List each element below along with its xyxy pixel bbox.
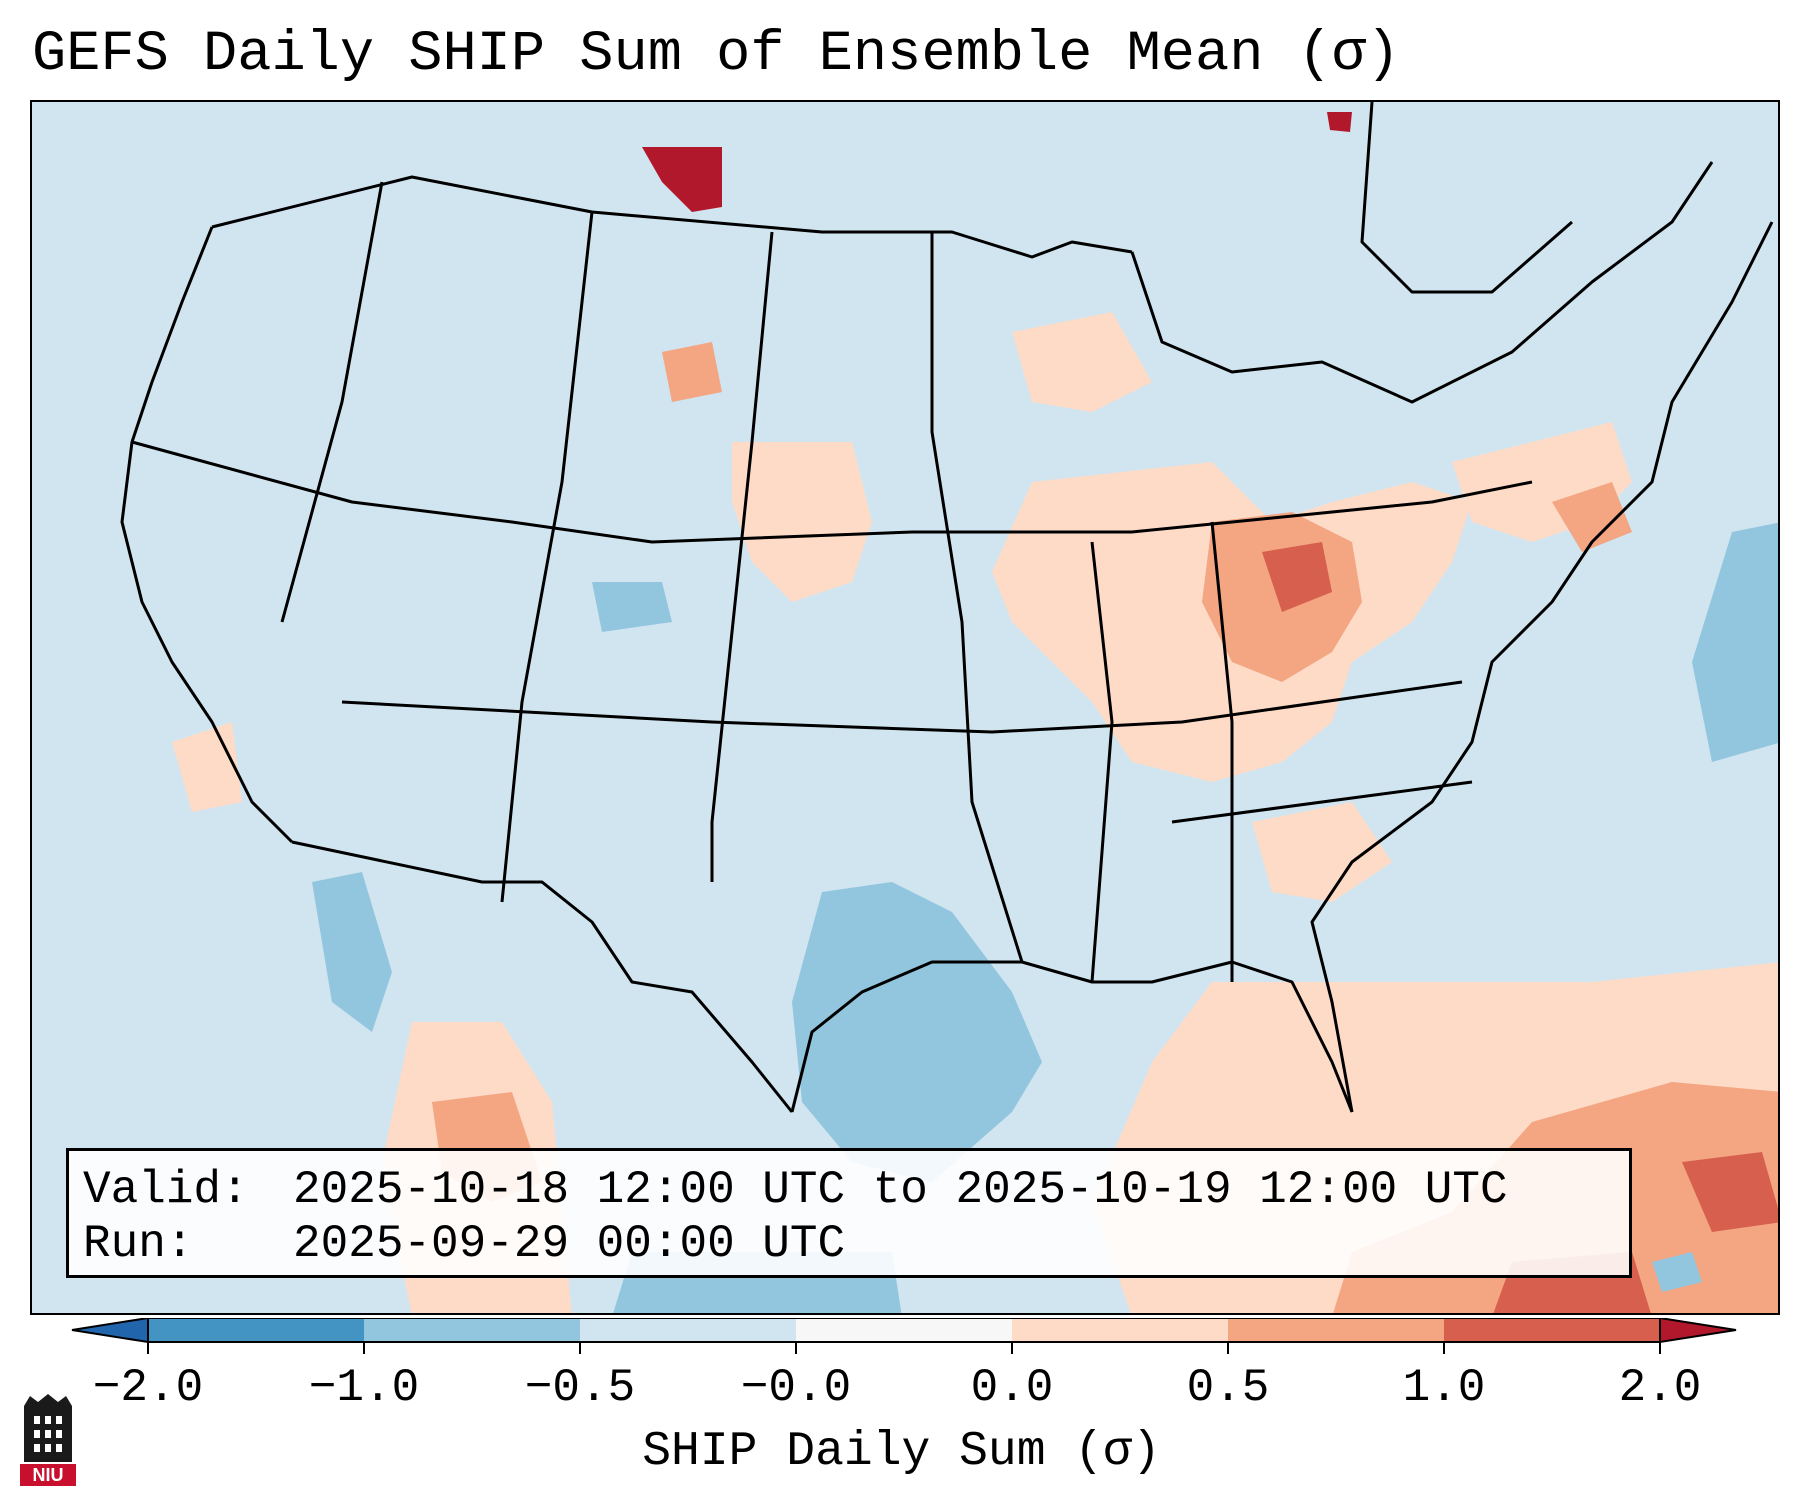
map-title: GEFS Daily SHIP Sum of Ensemble Mean (σ) — [32, 23, 1401, 87]
colorbar-segment-1 — [148, 1318, 364, 1342]
colorbar-label: SHIP Daily Sum (σ) — [642, 1425, 1161, 1479]
valid-label: Valid: — [83, 1164, 249, 1216]
valid-value: 2025-10-18 12:00 UTC to 2025-10-19 12:00… — [293, 1164, 1508, 1216]
extreme-positive-anomaly-layer — [642, 112, 1352, 212]
run-label: Run: — [83, 1218, 194, 1270]
colorbar-tick-label: −1.0 — [308, 1362, 420, 1414]
colorbar-segment-4 — [796, 1318, 1012, 1342]
valid-run-info-box: Valid: 2025-10-18 12:00 UTC to 2025-10-19… — [66, 1148, 1632, 1278]
state-boundaries — [120, 102, 1774, 1113]
colorbar-segment-2 — [364, 1318, 580, 1342]
map-panel[interactable] — [30, 100, 1780, 1315]
niu-logo: NIU — [20, 1394, 76, 1486]
niu-logo-text: NIU — [33, 1465, 64, 1485]
negative-anomaly-layer — [312, 522, 1778, 1313]
colorbar-tick-label: 0.0 — [970, 1362, 1054, 1414]
colorbar-tick-label: 0.5 — [1186, 1362, 1270, 1414]
run-value: 2025-09-29 00:00 UTC — [293, 1218, 846, 1270]
colorbar-segment-6 — [1228, 1318, 1444, 1342]
colorbar-tick-label: 1.0 — [1402, 1362, 1486, 1414]
colorbar-segment-7 — [1444, 1318, 1660, 1342]
colorbar-extend-low — [71, 1318, 149, 1344]
colorbar-tick-marks — [147, 1342, 1661, 1354]
colorbar-segment-5 — [1012, 1318, 1228, 1342]
colorbar-tick-label: −0.5 — [524, 1362, 636, 1414]
colorbar-tick-label: −0.0 — [740, 1362, 852, 1414]
valid-row: Valid: 2025-10-18 12:00 UTC to 2025-10-19… — [83, 1163, 1629, 1217]
map-canvas — [120, 102, 1778, 1313]
colorbar — [71, 1318, 1737, 1354]
colorbar-tick-label: −2.0 — [92, 1362, 204, 1414]
colorbar-tick-label: 2.0 — [1618, 1362, 1702, 1414]
run-row: Run: 2025-09-29 00:00 UTC — [83, 1217, 1629, 1271]
colorbar-segment-3 — [580, 1318, 796, 1342]
colorbar-extend-high — [1659, 1318, 1737, 1344]
